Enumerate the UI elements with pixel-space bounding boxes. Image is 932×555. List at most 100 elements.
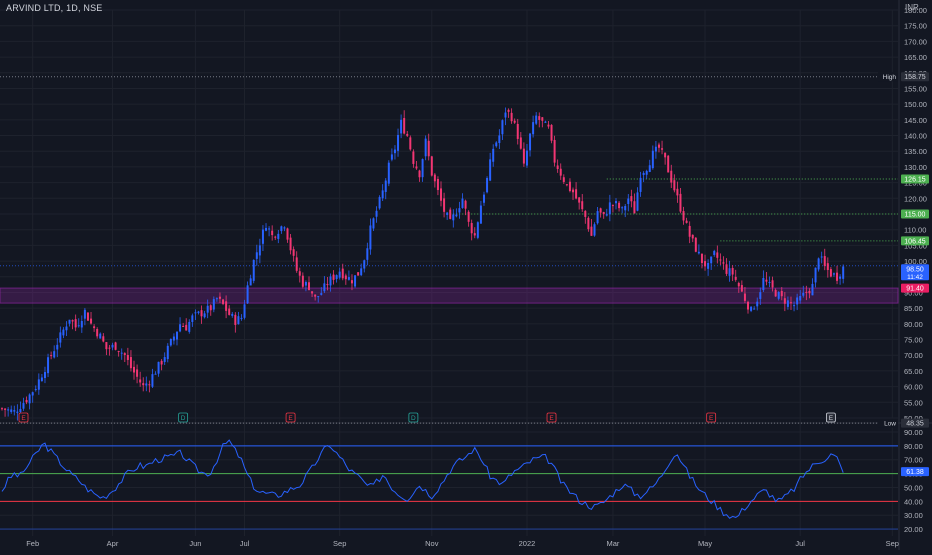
time-tick-label: Sep [886,539,899,548]
candle-body [507,109,510,112]
candle-body [449,209,452,219]
candle-body [645,170,648,175]
candle-body [142,383,145,386]
candle-body [243,304,246,318]
price-tick-label: 80.00 [904,320,923,329]
candle-body [378,197,381,209]
rsi-tick-label: 70.00 [904,456,923,465]
rsi-tick-label: 30.00 [904,511,923,520]
candle-body [743,293,746,301]
res3-value-bg [901,236,929,246]
res2-value-bg [901,209,929,219]
candle-body [516,123,519,139]
candle-body [390,154,393,160]
price-tick-label: 105.00 [904,241,927,250]
candle-body [90,318,93,324]
candle-body [541,117,544,121]
candle-body [215,298,218,300]
candle-body [50,355,53,357]
candle-body [458,208,461,213]
candle-body [839,276,842,279]
price-tick-label: 180.00 [904,6,927,15]
candle-body [200,310,203,317]
candle-body [608,202,611,215]
candle-body [37,379,40,390]
candle-body [393,149,396,154]
candle-body [209,305,212,311]
candle-body [194,312,197,314]
candle-body [68,319,71,324]
candle-body [464,200,467,209]
candle-body [648,165,651,172]
candle-body [203,313,206,318]
candle-body [832,273,835,275]
candle-body [160,360,163,365]
candle-body [409,137,412,150]
candle-body [10,409,13,412]
candles-group [1,107,845,421]
candle-body [479,205,482,224]
candle-body [482,194,485,203]
low-value: 48.35 [906,421,924,428]
candle-body [163,357,166,362]
candle-body [286,228,289,240]
candle-body [317,296,320,298]
candle-body [713,250,716,255]
candle-body [387,162,390,184]
price-tick-label: 140.00 [904,132,927,141]
candle-body [384,180,387,192]
candle-body [111,344,114,348]
candle-body [495,142,498,147]
candle-body [814,267,817,283]
candle-body [268,228,271,230]
candle-body [700,253,703,264]
candle-body [34,389,37,391]
candle-body [532,122,535,135]
price-tick-label: 165.00 [904,53,927,62]
candle-body [329,276,332,286]
candle-body [335,275,338,280]
candle-body [470,223,473,234]
candle-body [725,264,728,274]
zone-value-bg [901,283,929,293]
candle-body [86,312,89,321]
support-zone [0,287,899,304]
candle-body [556,165,559,169]
candle-body [826,263,829,270]
candle-body [535,115,538,124]
candle-body [62,329,65,336]
price-tick-label: 85.00 [904,304,923,313]
candle-body [654,146,657,152]
candle-body [544,121,547,123]
candle-body [584,210,587,217]
price-tick-label: 60.00 [904,383,923,392]
candle-body [664,152,667,158]
price-tick-label: 70.00 [904,351,923,360]
current-price-value: 98.50 [906,266,924,273]
candle-body [59,332,62,343]
price-tick-label: 100.00 [904,257,927,266]
rsi-tick-label: 50.00 [904,483,923,492]
candle-body [716,252,719,258]
res2-value: 115.00 [905,212,926,219]
candle-body [707,262,710,269]
candle-body [344,275,347,280]
candle-body [381,190,384,199]
candle-body [777,292,780,299]
rsi-line [1,439,844,519]
candle-body [550,124,553,141]
event-marker [706,412,717,423]
time-tick-label: Nov [425,539,439,548]
currency-label: INR [905,3,919,12]
event-marker [546,412,557,423]
candle-body [443,198,446,212]
candle-body [271,230,274,236]
candle-body [750,306,753,311]
candle-body [433,174,436,182]
candle-body [486,177,489,193]
candle-body [446,212,449,215]
candle-body [172,336,175,341]
